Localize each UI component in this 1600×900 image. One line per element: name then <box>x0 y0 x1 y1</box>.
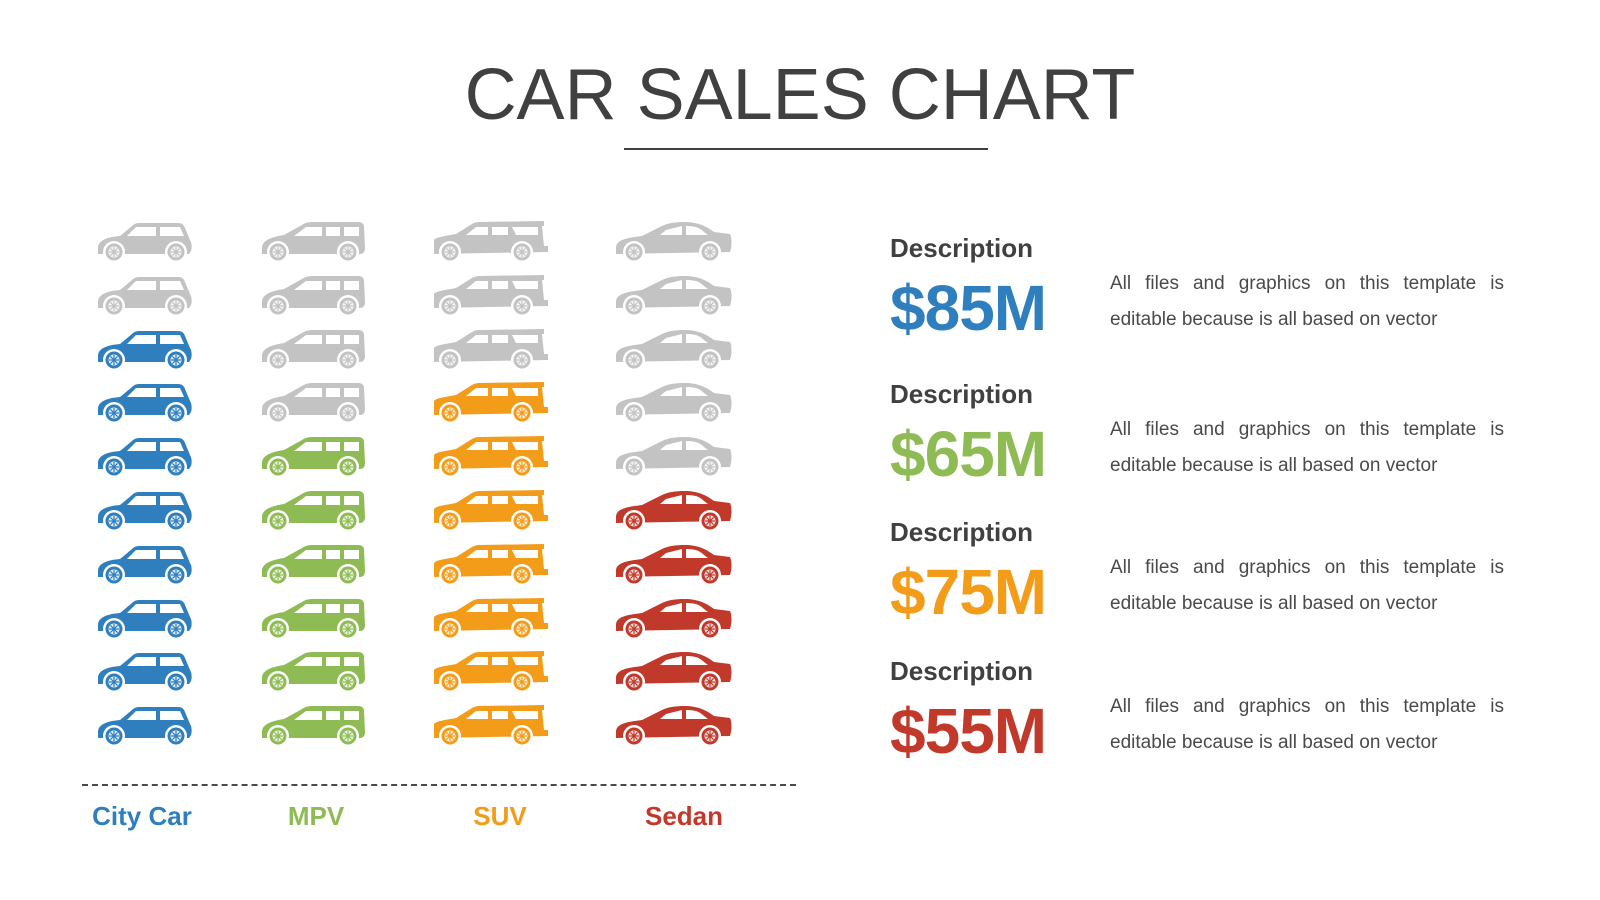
suv-icon <box>430 593 570 641</box>
hatchback-car-icon <box>92 485 232 533</box>
minivan-icon <box>258 377 398 425</box>
hatchback-car-icon <box>92 539 232 587</box>
description-value: $55M <box>890 695 1047 767</box>
hatchback-car-icon <box>92 593 232 641</box>
description-block-mpv: Description $65M All files and graphics … <box>890 378 1510 490</box>
suv-icon <box>430 270 570 318</box>
minivan-icon <box>258 485 398 533</box>
sedan-icon <box>610 270 750 318</box>
sedan-icon <box>610 539 750 587</box>
minivan-icon <box>258 270 398 318</box>
description-block-city-car: Description $85M All files and graphics … <box>890 232 1510 344</box>
suv-icon <box>430 324 570 372</box>
description-title: Description <box>890 379 1034 409</box>
description-value: $85M <box>890 272 1047 344</box>
hatchback-car-icon <box>92 216 232 264</box>
sedan-icon <box>610 700 750 748</box>
pictograph-chart: City Car MPV SUV Sedan <box>82 216 796 831</box>
hatchback-car-icon <box>92 324 232 372</box>
minivan-icon <box>258 593 398 641</box>
hatchback-car-icon <box>92 700 232 748</box>
description-text: All files and graphics on this template … <box>1110 696 1504 753</box>
description-title: Description <box>890 233 1034 263</box>
minivan-icon <box>258 216 398 264</box>
sedan-icon <box>610 216 750 264</box>
title-underline <box>624 148 988 150</box>
suv-icon <box>430 431 570 479</box>
suv-icon <box>430 377 570 425</box>
minivan-icon <box>258 324 398 372</box>
description-text: All files and graphics on this template … <box>1110 273 1504 330</box>
description-value: $65M <box>890 418 1047 490</box>
description-block-sedan: Description $55M All files and graphics … <box>890 655 1510 767</box>
category-label-city-car: City Car <box>92 801 192 831</box>
hatchback-car-icon <box>92 646 232 694</box>
sedan-icon <box>610 646 750 694</box>
minivan-icon <box>258 646 398 694</box>
hatchback-car-icon <box>92 270 232 318</box>
description-title: Description <box>890 656 1034 686</box>
sedan-icon <box>610 324 750 372</box>
minivan-icon <box>258 539 398 587</box>
chart-title: CAR SALES CHART <box>464 55 1136 135</box>
category-label-suv: SUV <box>473 801 527 831</box>
description-text: All files and graphics on this template … <box>1110 557 1504 614</box>
suv-icon <box>430 216 570 264</box>
sedan-icon <box>610 593 750 641</box>
hatchback-car-icon <box>92 377 232 425</box>
dashed-baseline <box>82 784 796 786</box>
minivan-icon <box>258 700 398 748</box>
description-value: $75M <box>890 556 1047 628</box>
category-label-mpv: MPV <box>287 801 345 831</box>
description-title: Description <box>890 517 1034 547</box>
description-block-suv: Description $75M All files and graphics … <box>890 516 1510 628</box>
suv-icon <box>430 485 570 533</box>
hatchback-car-icon <box>92 431 232 479</box>
sedan-icon <box>610 377 750 425</box>
sedan-icon <box>610 485 750 533</box>
suv-icon <box>430 646 570 694</box>
category-label-sedan: Sedan <box>644 801 724 831</box>
minivan-icon <box>258 431 398 479</box>
suv-icon <box>430 700 570 748</box>
suv-icon <box>430 539 570 587</box>
description-text: All files and graphics on this template … <box>1110 419 1504 476</box>
sedan-icon <box>610 431 750 479</box>
